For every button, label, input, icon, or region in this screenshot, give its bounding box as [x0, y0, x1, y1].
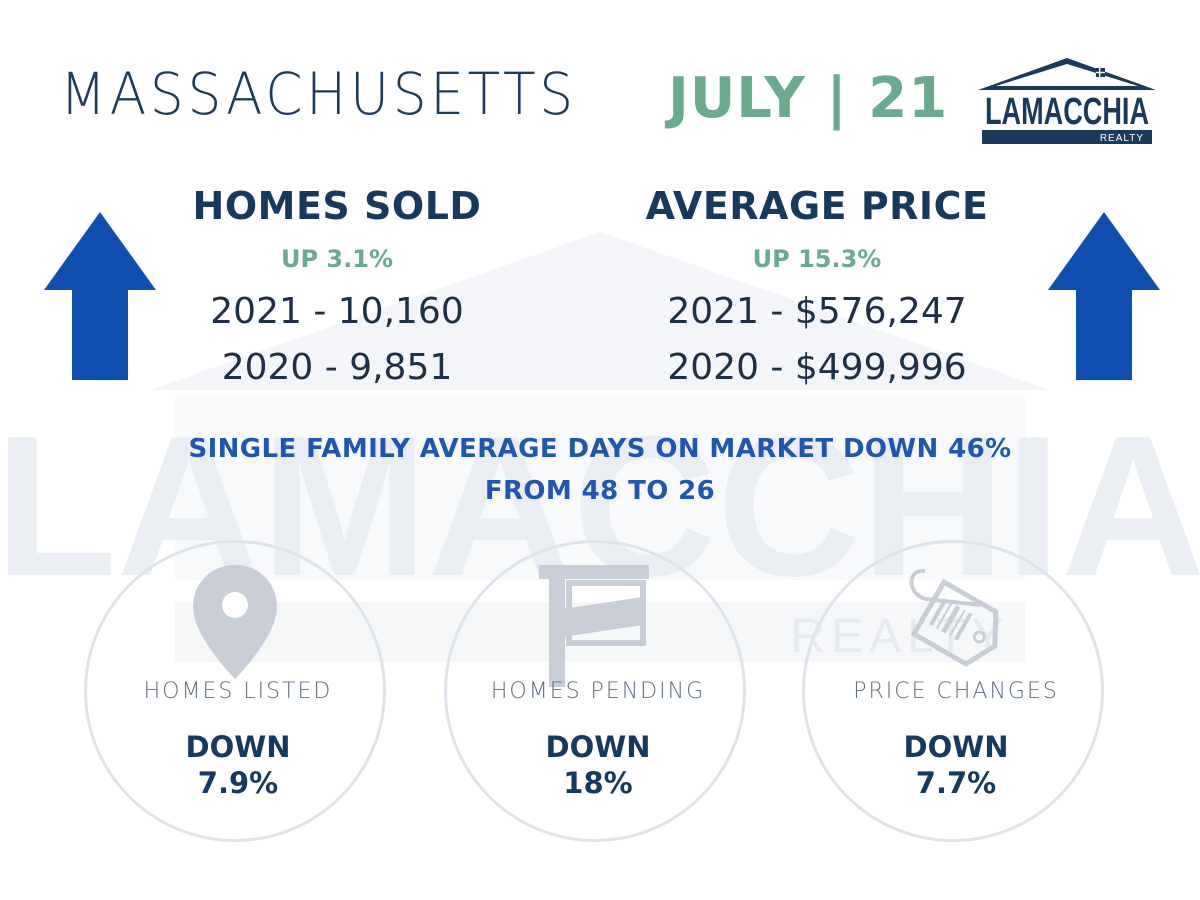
- price-changes-value: 7.7%: [915, 766, 997, 800]
- report-date: JULY | 21: [668, 66, 949, 131]
- homes-listed-circle: HOMES LISTED DOWN 7.9%: [84, 540, 386, 842]
- homes-sold-2021: 2021 - 10,160: [210, 291, 464, 332]
- average-price-section: AVERAGE PRICE UP 15.3% 2021 - $576,247 2…: [597, 182, 1037, 396]
- homes-listed-direction: DOWN: [185, 730, 291, 764]
- price-changes-direction: DOWN: [903, 730, 1009, 764]
- average-price-2021: 2021 - $576,247: [667, 291, 967, 332]
- days-on-market-line2: FROM 48 TO 26: [484, 476, 716, 506]
- map-pin-icon: [193, 565, 277, 679]
- days-on-market-note: SINGLE FAMILY AVERAGE DAYS ON MARKET DOW…: [0, 428, 1200, 512]
- logo-name: LAMACCHIA: [985, 91, 1149, 133]
- days-on-market-line1: SINGLE FAMILY AVERAGE DAYS ON MARKET DOW…: [188, 434, 1012, 464]
- up-arrow-icon: [44, 212, 156, 380]
- homes-listed-value: 7.9%: [197, 766, 279, 800]
- homes-pending-label: HOMES PENDING: [490, 679, 706, 704]
- average-price-heading: AVERAGE PRICE: [645, 184, 989, 228]
- homes-sold-heading: HOMES SOLD: [192, 184, 482, 228]
- up-arrow-icon: [1048, 212, 1160, 380]
- homes-pending-circle: HOMES PENDING DOWN 18%: [444, 540, 746, 842]
- state-title: MASSACHUSETTS: [60, 60, 577, 128]
- homes-pending-value: 18%: [563, 766, 633, 800]
- average-price-2020: 2020 - $499,996: [667, 347, 967, 388]
- homes-sold-change: UP 3.1%: [281, 245, 393, 273]
- price-changes-circle: PRICE CHANGES DOWN 7.7%: [802, 540, 1104, 842]
- price-tag-icon: [909, 568, 999, 667]
- homes-sold-2020: 2020 - 9,851: [221, 347, 453, 388]
- homes-listed-label: HOMES LISTED: [143, 679, 333, 704]
- homes-sold-section: HOMES SOLD UP 3.1% 2021 - 10,160 2020 - …: [117, 182, 557, 396]
- company-logo: LAMACCHIA REALTY: [978, 58, 1156, 144]
- sign-post-icon: [539, 565, 649, 687]
- homes-pending-direction: DOWN: [545, 730, 651, 764]
- average-price-change: UP 15.3%: [752, 245, 882, 273]
- price-changes-label: PRICE CHANGES: [853, 679, 1059, 704]
- logo-sub: REALTY: [1100, 133, 1144, 144]
